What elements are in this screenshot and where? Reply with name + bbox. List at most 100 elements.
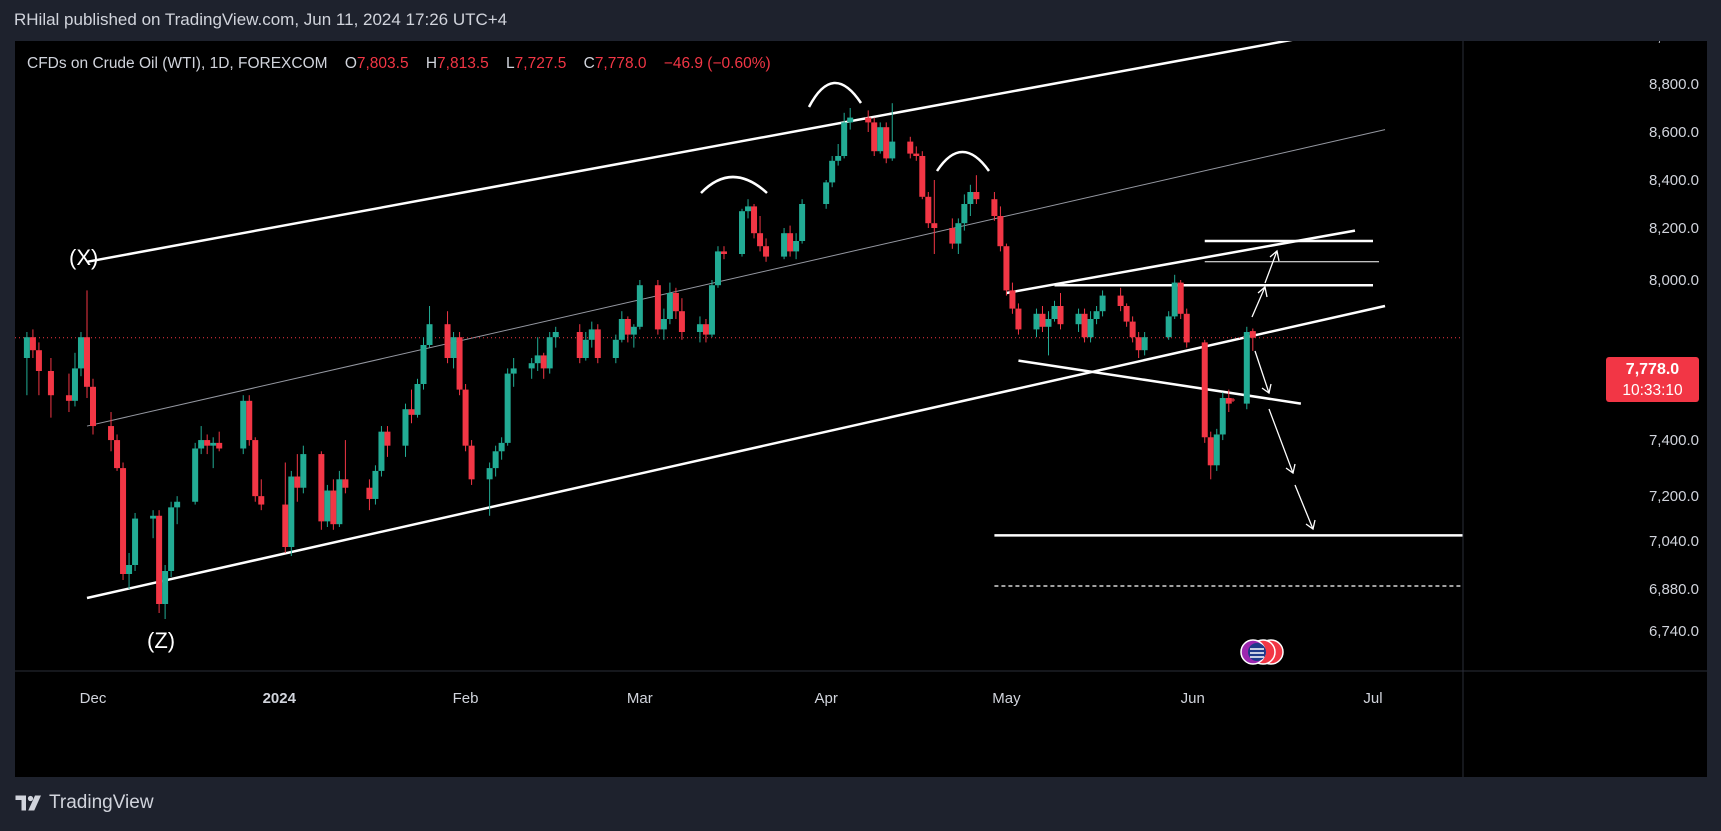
candle-body [1219, 398, 1226, 435]
tradingview-logo-icon [15, 795, 41, 811]
candle [576, 324, 583, 364]
candle [961, 194, 968, 231]
candle-body [300, 454, 307, 488]
candle [877, 122, 884, 154]
chart-area[interactable]: (X) (Z) 9,000.0 8,800.0 8,600.0 8,400.0 8,20… [15, 41, 1707, 777]
candle-body [720, 251, 727, 254]
candle [29, 329, 36, 358]
price-tick-label: 8,800.0 [1649, 76, 1699, 93]
candle-body [1207, 437, 1214, 466]
candle-body [1243, 332, 1250, 404]
candle [540, 352, 547, 379]
candle-body [1201, 342, 1208, 438]
candle-body [781, 233, 788, 257]
candle-body [847, 117, 854, 123]
candles-layer [23, 103, 1256, 619]
time-tick-label: Jul [1363, 690, 1382, 707]
candle-body [1093, 311, 1100, 319]
candle-body [420, 345, 427, 384]
price-tick-label: 7,200.0 [1649, 488, 1699, 505]
candle-body [204, 440, 211, 446]
candle [468, 440, 475, 485]
candle-body [672, 293, 679, 312]
arrow-down-1 [1254, 350, 1270, 394]
candle [835, 144, 842, 166]
candle-body [793, 241, 800, 252]
candle [666, 282, 673, 325]
candle [949, 218, 956, 249]
candle-body [384, 431, 391, 446]
candle [216, 431, 223, 452]
footer-branding[interactable]: TradingView [15, 792, 154, 814]
candle [378, 426, 385, 477]
candle-body [23, 337, 30, 358]
candle [108, 412, 115, 452]
candle-body [126, 565, 133, 574]
candle-body [1225, 398, 1232, 404]
candle [889, 103, 896, 161]
candle [252, 437, 259, 502]
candle-body [282, 504, 289, 547]
candle-body [324, 490, 331, 522]
candle [973, 175, 980, 204]
candle [23, 332, 30, 396]
candle [90, 378, 96, 435]
candle [1141, 332, 1148, 356]
candle [1219, 392, 1226, 441]
candle [1045, 311, 1052, 356]
arrow-up-2 [1264, 250, 1278, 284]
candle-body [582, 339, 589, 358]
channel-mid-line[interactable] [86, 129, 1386, 427]
candle [71, 352, 78, 407]
candle [907, 136, 914, 159]
channel-lower-line[interactable] [86, 304, 1386, 600]
candle [546, 332, 553, 374]
candle [1183, 308, 1190, 348]
legend-symbol: CFDs on Crude Oil (WTI), 1D, FOREXCOM [27, 55, 328, 72]
candle-body [1183, 313, 1190, 343]
candle [871, 117, 878, 156]
candle-body [823, 182, 830, 204]
candle [552, 326, 559, 348]
candle-body [372, 470, 379, 499]
candle [408, 389, 415, 424]
candle [781, 228, 788, 260]
candle [35, 342, 42, 396]
candle-body [624, 319, 631, 335]
candle [462, 384, 469, 452]
candle [504, 368, 511, 446]
candle-body [739, 211, 746, 254]
candle [763, 238, 770, 262]
candle [426, 306, 433, 348]
candle [1201, 339, 1208, 443]
candle [1093, 306, 1100, 325]
last-price-value: 7,778.0 [1625, 361, 1680, 378]
candle-body [997, 216, 1004, 247]
head-arc [807, 81, 863, 108]
price-axis-background [1463, 41, 1707, 777]
candle [1039, 306, 1046, 332]
candle-body [949, 228, 956, 244]
candle-body [889, 141, 896, 159]
price-tick-label: 6,740.0 [1649, 623, 1699, 640]
candle [787, 225, 794, 257]
candle [1057, 293, 1064, 330]
candle-body [210, 442, 217, 446]
wedge-lower-line[interactable] [1018, 359, 1302, 405]
time-tick-label: Jun [1181, 690, 1205, 707]
candle [342, 440, 349, 494]
candle [366, 479, 373, 511]
wave-z-label: (Z) [147, 628, 175, 653]
candle [739, 208, 746, 257]
price-chart[interactable]: (X) (Z) 9,000.0 8,800.0 8,600.0 8,400.0 8,20… [15, 41, 1707, 777]
candle-body [1171, 282, 1178, 317]
price-tick-label: 6,880.0 [1649, 581, 1699, 598]
candle [114, 434, 121, 471]
candle-body [162, 571, 169, 604]
candle-body [150, 515, 157, 519]
candle [913, 146, 920, 161]
candle-body [366, 487, 373, 499]
channel-upper-line[interactable] [86, 41, 1313, 264]
candle-body [925, 196, 932, 224]
time-tick-label: Apr [814, 690, 837, 707]
